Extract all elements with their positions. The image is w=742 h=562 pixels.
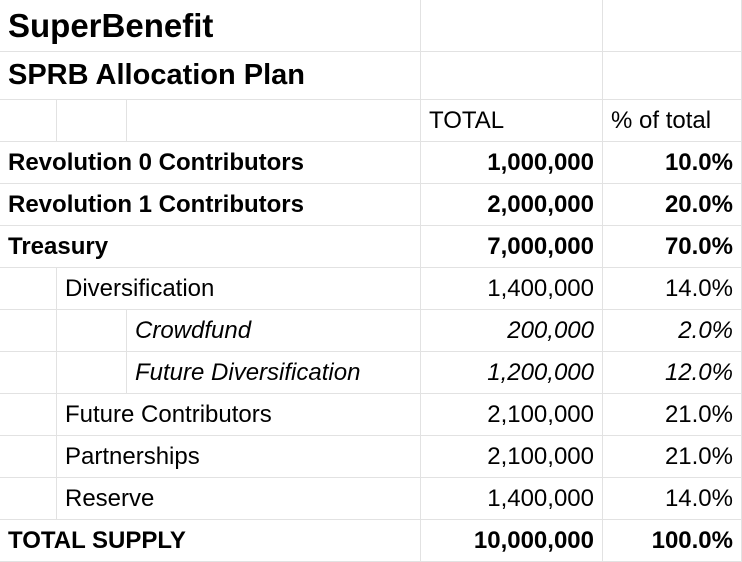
- row-label[interactable]: Revolution 1 Contributors: [0, 184, 421, 226]
- row-total[interactable]: 2,000,000: [421, 184, 603, 226]
- row-percent[interactable]: 70.0%: [603, 226, 742, 268]
- row-total[interactable]: 10,000,000: [421, 520, 603, 562]
- empty-cell[interactable]: [0, 100, 57, 142]
- total-column-header[interactable]: TOTAL: [421, 100, 603, 142]
- row-label[interactable]: Reserve: [57, 478, 421, 520]
- indent-cell[interactable]: [0, 352, 57, 394]
- row-label[interactable]: Partnerships: [57, 436, 421, 478]
- row-percent[interactable]: 21.0%: [603, 436, 742, 478]
- row-label[interactable]: TOTAL SUPPLY: [0, 520, 421, 562]
- empty-cell[interactable]: [127, 100, 421, 142]
- indent-cell[interactable]: [0, 478, 57, 520]
- sheet-title[interactable]: SuperBenefit: [0, 0, 421, 52]
- empty-cell[interactable]: [603, 0, 742, 52]
- row-percent[interactable]: 21.0%: [603, 394, 742, 436]
- row-percent[interactable]: 2.0%: [603, 310, 742, 352]
- row-label[interactable]: Diversification: [57, 268, 421, 310]
- row-total[interactable]: 1,200,000: [421, 352, 603, 394]
- row-total[interactable]: 200,000: [421, 310, 603, 352]
- sheet-subtitle[interactable]: SPRB Allocation Plan: [0, 52, 421, 100]
- row-total[interactable]: 2,100,000: [421, 436, 603, 478]
- indent-cell[interactable]: [0, 310, 57, 352]
- row-percent[interactable]: 20.0%: [603, 184, 742, 226]
- empty-cell[interactable]: [421, 52, 603, 100]
- empty-cell[interactable]: [421, 0, 603, 52]
- row-percent[interactable]: 100.0%: [603, 520, 742, 562]
- row-percent[interactable]: 14.0%: [603, 478, 742, 520]
- row-label[interactable]: Treasury: [0, 226, 421, 268]
- indent-cell[interactable]: [0, 268, 57, 310]
- row-total[interactable]: 1,400,000: [421, 268, 603, 310]
- row-percent[interactable]: 12.0%: [603, 352, 742, 394]
- row-percent[interactable]: 10.0%: [603, 142, 742, 184]
- row-percent[interactable]: 14.0%: [603, 268, 742, 310]
- row-label[interactable]: Future Diversification: [127, 352, 421, 394]
- indent-cell[interactable]: [57, 310, 127, 352]
- row-label[interactable]: Revolution 0 Contributors: [0, 142, 421, 184]
- indent-cell[interactable]: [57, 352, 127, 394]
- row-total[interactable]: 1,400,000: [421, 478, 603, 520]
- row-total[interactable]: 1,000,000: [421, 142, 603, 184]
- row-total[interactable]: 2,100,000: [421, 394, 603, 436]
- row-label[interactable]: Future Contributors: [57, 394, 421, 436]
- percent-column-header[interactable]: % of total: [603, 100, 742, 142]
- row-label[interactable]: Crowdfund: [127, 310, 421, 352]
- indent-cell[interactable]: [0, 436, 57, 478]
- row-total[interactable]: 7,000,000: [421, 226, 603, 268]
- empty-cell[interactable]: [57, 100, 127, 142]
- empty-cell[interactable]: [603, 52, 742, 100]
- indent-cell[interactable]: [0, 394, 57, 436]
